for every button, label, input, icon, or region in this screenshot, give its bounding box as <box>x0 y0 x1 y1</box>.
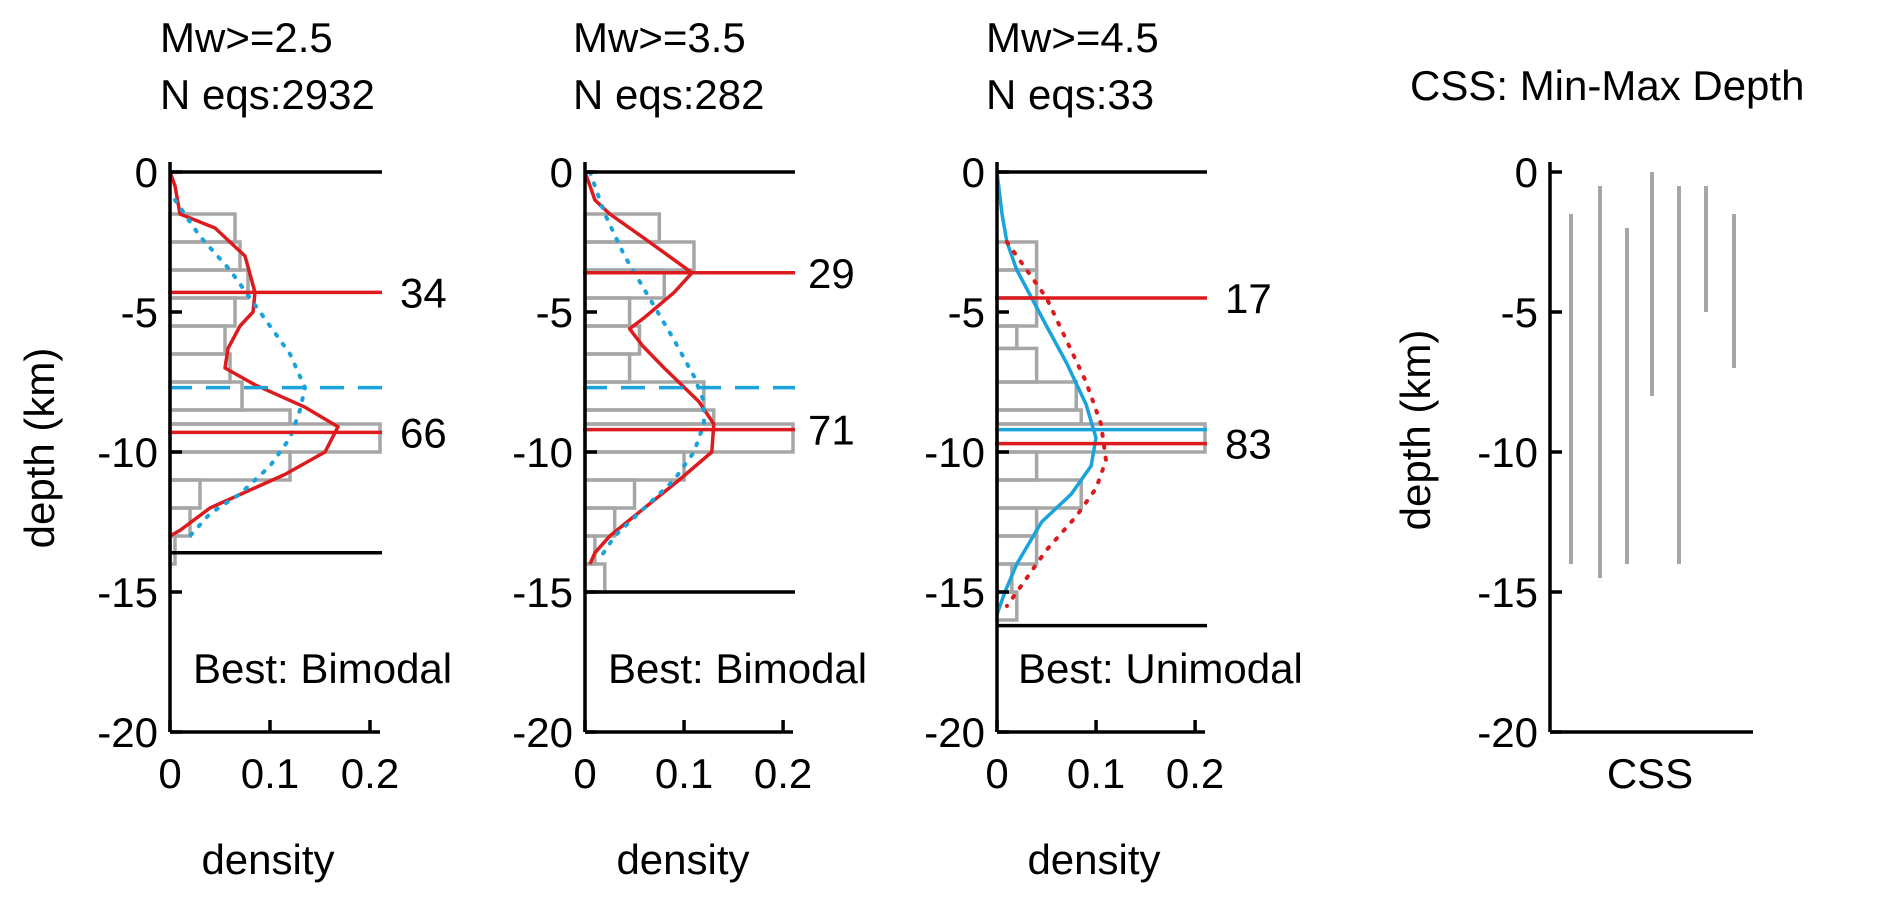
y-tick-label: -15 <box>924 569 985 616</box>
panel-1-title-line1: Mw>=2.5 <box>160 14 333 61</box>
histogram-bar <box>168 352 232 384</box>
x-tick-label: 0 <box>158 750 181 797</box>
y-tick-label: -5 <box>948 289 985 336</box>
panel-2-title-line1: Mw>=3.5 <box>573 14 746 61</box>
panel-2-title-line2: N eqs:282 <box>573 71 764 118</box>
histogram-bar <box>583 212 662 244</box>
panel-2-curves <box>583 170 716 565</box>
histogram-bar <box>583 352 632 384</box>
y-tick-label: 0 <box>1515 149 1538 196</box>
panel-2-reference-lines: 29 71 <box>583 170 855 594</box>
panel-3-title-line1: Mw>=4.5 <box>986 14 1159 61</box>
y-tick-label: -20 <box>97 709 158 756</box>
y-tick-label: -15 <box>1477 569 1538 616</box>
panel-4-xlabel: CSS <box>1607 750 1693 797</box>
histogram-bar <box>168 422 382 454</box>
blue-dotted-density-curve <box>173 198 307 538</box>
panel-1-histogram <box>168 212 382 566</box>
panel-1-curves <box>168 171 340 538</box>
panel-3-title-line2: N eqs:33 <box>986 71 1154 118</box>
mode-percentage-label: 17 <box>1225 275 1272 322</box>
blue-dotted-density-curve <box>588 170 706 561</box>
y-tick-label: -15 <box>512 569 573 616</box>
x-tick-label: 0.1 <box>655 750 713 797</box>
x-tick-label: 0 <box>985 750 1008 797</box>
histogram-bar <box>583 240 696 272</box>
y-tick-label: -10 <box>924 429 985 476</box>
histogram-bar <box>995 506 1039 538</box>
x-tick-label: 0 <box>573 750 596 797</box>
blue-solid-density-curve <box>995 171 1098 615</box>
histogram-bar <box>168 478 202 510</box>
histogram-bar <box>995 478 1083 510</box>
panel-4: CSS: Min-Max Depth 0 -5 -10 -15 -20 CSS dept… <box>1392 62 1804 797</box>
panel-4-axes: 0 -5 -10 -15 -20 <box>1477 149 1753 756</box>
y-tick-label: -5 <box>121 289 158 336</box>
panel-1-annotation: Best: Bimodal <box>193 645 452 692</box>
panel-3-annotation: Best: Unimodal <box>1018 645 1303 692</box>
panel-1-ylabel: depth (km) <box>16 348 63 549</box>
y-tick-label: 0 <box>135 149 158 196</box>
y-tick-label: -20 <box>512 709 573 756</box>
panel-4-title: CSS: Min-Max Depth <box>1410 62 1804 109</box>
histogram-bar <box>168 408 292 426</box>
y-tick-label: 0 <box>550 149 573 196</box>
x-tick-label: 0.1 <box>1067 750 1125 797</box>
histogram-bar <box>995 380 1078 412</box>
panel-1-reference-lines: 34 66 <box>168 170 447 555</box>
red-solid-density-curve <box>168 171 340 538</box>
y-tick-label: -5 <box>536 289 573 336</box>
panel-1-axes: 0-5-10-15-200 0.1 0.2 <box>97 149 399 797</box>
panel-1-title-line2: N eqs:2932 <box>160 71 375 118</box>
y-tick-label: -10 <box>97 429 158 476</box>
panel-3-curves <box>995 171 1108 615</box>
histogram-bar <box>583 450 686 482</box>
histogram-bar <box>995 408 1083 426</box>
mode-percentage-label: 34 <box>400 269 447 316</box>
histogram-bar <box>995 450 1039 482</box>
histogram-bar <box>995 346 1039 384</box>
histogram-bar <box>583 408 716 426</box>
histogram-bar <box>995 324 1019 351</box>
panel-2-xlabel: density <box>616 836 749 883</box>
mode-percentage-label: 66 <box>400 409 447 456</box>
panel-1-xlabel: density <box>201 836 334 883</box>
x-tick-label: 0.2 <box>341 750 399 797</box>
panel-2-annotation: Best: Bimodal <box>608 645 867 692</box>
x-tick-label: 0.1 <box>241 750 299 797</box>
mode-percentage-label: 29 <box>808 250 855 297</box>
y-tick-label: -10 <box>1477 429 1538 476</box>
histogram-bar <box>583 506 617 538</box>
panel-2-axes: 0-5-10-15-200 0.1 0.2 <box>512 149 812 797</box>
y-tick-label: -20 <box>924 709 985 756</box>
x-tick-label: 0.2 <box>1166 750 1224 797</box>
red-dotted-density-curve <box>1004 240 1108 608</box>
y-tick-label: -20 <box>1477 709 1538 756</box>
panel-3-xlabel: density <box>1027 836 1160 883</box>
histogram-bar <box>583 478 637 510</box>
panel-3-axes: 0-5-10-15-200 0.1 0.2 <box>924 149 1224 797</box>
mode-percentage-label: 71 <box>808 407 855 454</box>
y-tick-label: -10 <box>512 429 573 476</box>
x-tick-label: 0.2 <box>754 750 812 797</box>
mode-percentage-label: 83 <box>1225 421 1272 468</box>
panel-4-range-bars <box>1569 172 1736 578</box>
histogram-bar <box>168 240 242 272</box>
y-tick-label: -15 <box>97 569 158 616</box>
histogram-bar <box>168 324 227 356</box>
y-tick-label: -5 <box>1501 289 1538 336</box>
histogram-bar <box>583 562 607 594</box>
red-solid-density-curve <box>583 171 716 565</box>
panel-4-ylabel: depth (km) <box>1392 330 1439 531</box>
y-tick-label: 0 <box>962 149 985 196</box>
